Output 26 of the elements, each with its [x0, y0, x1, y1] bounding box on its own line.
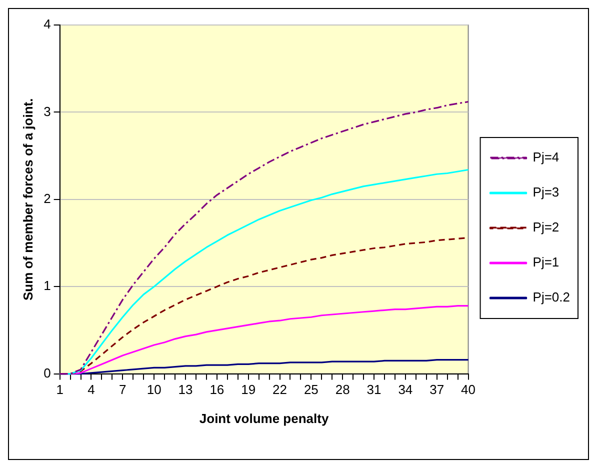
y-tick-label: 3 [44, 104, 51, 119]
x-tick-label: 19 [241, 382, 256, 398]
legend-label: Pj=0.2 [532, 290, 570, 305]
x-tick-label: 1 [56, 382, 64, 398]
x-tick-label: 34 [398, 382, 413, 398]
x-tick-label: 4 [88, 382, 95, 398]
x-tick-label: 37 [430, 382, 444, 398]
legend-label: Pj=4 [532, 150, 560, 165]
x-tick-label: 28 [335, 382, 350, 398]
y-axis-title: Sum of member forces of a joint. [20, 98, 36, 301]
x-tick-label: 40 [461, 382, 476, 398]
x-tick-label: 16 [210, 382, 224, 398]
x-tick-label: 22 [272, 382, 287, 398]
x-tick-label: 31 [366, 382, 382, 398]
x-tick-label: 25 [304, 382, 318, 398]
legend-label: Pj=3 [532, 184, 560, 200]
x-axis-title: Joint volume penalty [199, 410, 330, 426]
legend-label: Pj=1 [532, 254, 560, 270]
y-tick-label: 2 [44, 190, 51, 206]
y-tick-label: 4 [44, 16, 51, 32]
y-tick-label: 0 [44, 365, 51, 380]
x-tick-label: 13 [178, 382, 193, 398]
y-tick-label: 1 [44, 278, 51, 294]
x-tick-label: 7 [119, 382, 126, 398]
x-tick-label: 10 [146, 382, 162, 398]
legend-label: Pj=2 [532, 220, 560, 235]
